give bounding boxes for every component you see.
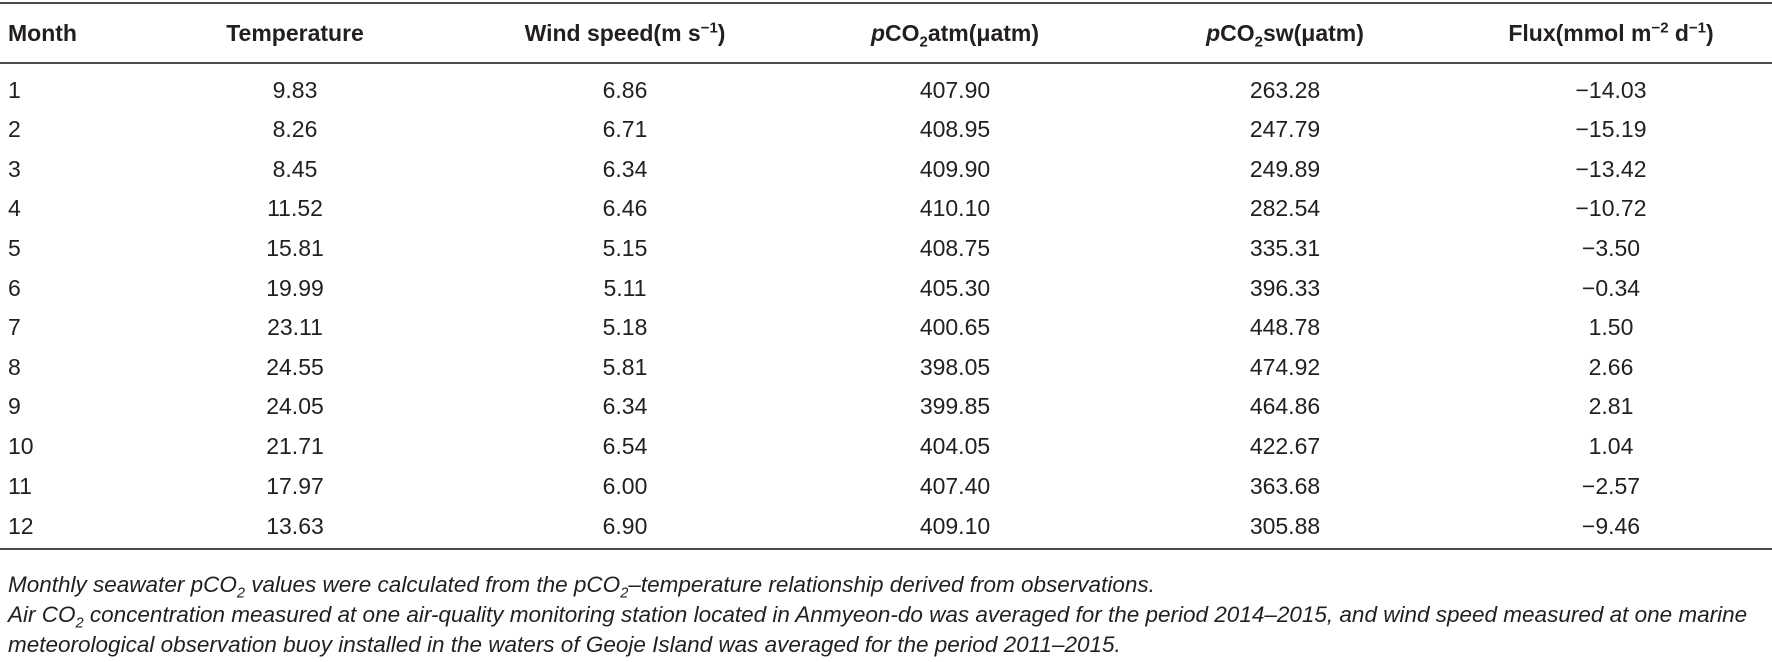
cell-flux: −9.46 xyxy=(1581,513,1641,540)
cell-pco2-atm: 398.05 xyxy=(919,353,991,380)
table-row: 1 9.83 6.86 407.90 263.28 −14.03 xyxy=(0,63,1772,110)
cell-temperature: 8.45 xyxy=(272,155,318,182)
cell-flux: 2.81 xyxy=(1588,393,1634,420)
cell-pco2-sw: 282.54 xyxy=(1249,195,1321,222)
cell-pco2-sw: 464.86 xyxy=(1249,393,1321,420)
table-row: 4 11.52 6.46 410.10 282.54 −10.72 xyxy=(0,189,1772,229)
cell-wind-speed: 6.34 xyxy=(602,393,648,420)
cell-temperature: 13.63 xyxy=(266,513,324,540)
header-pco2-sw: pCO2sw(μatm) xyxy=(1206,19,1364,51)
cell-wind-speed: 6.86 xyxy=(602,76,648,103)
cell-pco2-atm: 400.65 xyxy=(919,314,991,341)
header-flux: Flux(mmol m−2 d−1) xyxy=(1508,18,1714,46)
cell-temperature: 15.81 xyxy=(266,235,324,262)
cell-pco2-atm: 410.10 xyxy=(919,195,991,222)
table-row: 8 24.55 5.81 398.05 474.92 2.66 xyxy=(0,348,1772,388)
cell-flux: −3.50 xyxy=(1581,235,1641,262)
cell-month: 1 xyxy=(8,76,21,103)
cell-month: 5 xyxy=(8,235,21,262)
data-table-container: Month Temperature Wind speed(m s−1) pCO2… xyxy=(0,2,1772,550)
cell-wind-speed: 6.90 xyxy=(602,513,648,540)
monthly-flux-table: Month Temperature Wind speed(m s−1) pCO2… xyxy=(0,2,1772,550)
cell-flux: −15.19 xyxy=(1575,116,1647,143)
cell-month: 11 xyxy=(8,472,32,499)
cell-month: 4 xyxy=(8,195,21,222)
cell-month: 7 xyxy=(8,314,21,341)
table-header: Month Temperature Wind speed(m s−1) pCO2… xyxy=(0,3,1772,63)
cell-wind-speed: 6.54 xyxy=(602,433,648,460)
cell-wind-speed: 6.46 xyxy=(602,195,648,222)
cell-temperature: 24.05 xyxy=(266,393,324,420)
cell-month: 12 xyxy=(8,513,34,540)
table-row: 11 17.97 6.00 407.40 363.68 −2.57 xyxy=(0,466,1772,506)
table-body: 1 9.83 6.86 407.90 263.28 −14.03 2 8.26 6.71 408.… xyxy=(0,63,1772,549)
cell-wind-speed: 6.00 xyxy=(602,472,648,499)
cell-pco2-sw: 363.68 xyxy=(1249,472,1321,499)
cell-temperature: 9.83 xyxy=(272,76,318,103)
cell-temperature: 24.55 xyxy=(266,353,324,380)
table-row: 12 13.63 6.90 409.10 305.88 −9.46 xyxy=(0,506,1772,549)
cell-pco2-sw: 396.33 xyxy=(1249,274,1321,301)
cell-wind-speed: 6.34 xyxy=(602,155,648,182)
table-row: 10 21.71 6.54 404.05 422.67 1.04 xyxy=(0,427,1772,467)
cell-month: 3 xyxy=(8,155,21,182)
cell-month: 10 xyxy=(8,433,34,460)
cell-pco2-atm: 405.30 xyxy=(919,274,991,301)
cell-pco2-atm: 408.75 xyxy=(919,235,991,262)
cell-pco2-atm: 409.10 xyxy=(919,513,991,540)
table-row: 9 24.05 6.34 399.85 464.86 2.81 xyxy=(0,387,1772,427)
cell-flux: 1.04 xyxy=(1588,433,1634,460)
cell-pco2-atm: 407.90 xyxy=(919,76,991,103)
table-row: 2 8.26 6.71 408.95 247.79 −15.19 xyxy=(0,110,1772,150)
table-row: 5 15.81 5.15 408.75 335.31 −3.50 xyxy=(0,229,1772,269)
cell-wind-speed: 5.18 xyxy=(602,314,648,341)
cell-pco2-sw: 247.79 xyxy=(1249,116,1321,143)
footnote-2: Air CO2 concentration measured at one ai… xyxy=(8,602,1748,657)
header-wind-speed: Wind speed(m s−1) xyxy=(524,18,726,46)
cell-temperature: 21.71 xyxy=(266,433,324,460)
cell-pco2-sw: 263.28 xyxy=(1249,76,1321,103)
cell-pco2-sw: 305.88 xyxy=(1249,513,1321,540)
cell-temperature: 23.11 xyxy=(267,314,323,341)
cell-pco2-sw: 249.89 xyxy=(1249,155,1321,182)
cell-pco2-sw: 422.67 xyxy=(1249,433,1321,460)
cell-pco2-atm: 408.95 xyxy=(919,116,991,143)
cell-pco2-atm: 404.05 xyxy=(919,433,991,460)
cell-temperature: 8.26 xyxy=(272,116,318,143)
cell-pco2-atm: 407.40 xyxy=(919,472,991,499)
cell-wind-speed: 5.81 xyxy=(602,353,648,380)
cell-flux: 2.66 xyxy=(1588,353,1634,380)
header-row: Month Temperature Wind speed(m s−1) pCO2… xyxy=(0,3,1772,63)
footnote-1: Monthly seawater pCO2 values were calcul… xyxy=(8,572,1155,602)
cell-flux: −14.03 xyxy=(1575,76,1647,103)
cell-pco2-atm: 409.90 xyxy=(919,155,991,182)
table-row: 6 19.99 5.11 405.30 396.33 −0.34 xyxy=(0,268,1772,308)
cell-month: 6 xyxy=(8,274,21,301)
cell-flux: 1.50 xyxy=(1588,314,1634,341)
cell-flux: −0.34 xyxy=(1581,274,1641,301)
cell-flux: −2.57 xyxy=(1581,472,1641,499)
cell-temperature: 11.52 xyxy=(267,195,323,222)
cell-pco2-sw: 474.92 xyxy=(1249,353,1321,380)
header-month: Month xyxy=(8,19,77,46)
table-footnotes: Monthly seawater pCO2 values were calcul… xyxy=(8,570,1768,660)
cell-temperature: 17.97 xyxy=(266,472,324,499)
cell-pco2-sw: 335.31 xyxy=(1249,235,1321,262)
header-temperature: Temperature xyxy=(226,19,364,46)
cell-flux: −10.72 xyxy=(1575,195,1647,222)
cell-wind-speed: 6.71 xyxy=(602,116,648,143)
cell-month: 8 xyxy=(8,353,21,380)
header-pco2-atm: pCO2atm(μatm) xyxy=(870,19,1040,51)
cell-wind-speed: 5.15 xyxy=(602,235,648,262)
cell-month: 9 xyxy=(8,393,21,420)
table-row: 7 23.11 5.18 400.65 448.78 1.50 xyxy=(0,308,1772,348)
cell-temperature: 19.99 xyxy=(266,274,324,301)
cell-flux: −13.42 xyxy=(1575,155,1647,182)
cell-wind-speed: 5.11 xyxy=(603,274,647,301)
cell-pco2-atm: 399.85 xyxy=(919,393,991,420)
table-row: 3 8.45 6.34 409.90 249.89 −13.42 xyxy=(0,150,1772,190)
cell-month: 2 xyxy=(8,116,21,143)
cell-pco2-sw: 448.78 xyxy=(1249,314,1321,341)
